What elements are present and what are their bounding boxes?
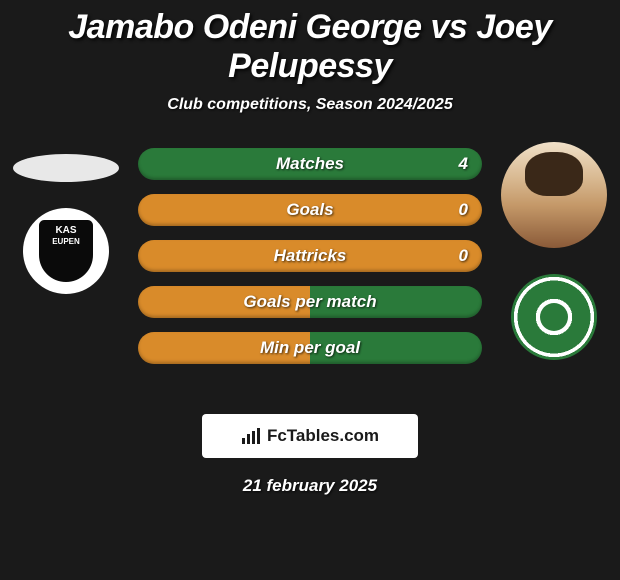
left-player-column [6,142,126,294]
bar-row: Hattricks 0 [138,240,482,272]
bar-row: Goals 0 [138,194,482,226]
comparison-bars: Matches 4 Goals 0 Hattricks 0 Goals per match M… [138,148,482,378]
watermark: FcTables.com [202,414,418,458]
bar-value-right: 0 [459,246,468,266]
player-photo-left [13,154,119,182]
bar-row: Matches 4 [138,148,482,180]
page-title: Jamabo Odeni George vs Joey Pelupessy [0,0,620,86]
subtitle: Club competitions, Season 2024/2025 [0,96,620,114]
bar-row: Min per goal [138,332,482,364]
main-area: Matches 4 Goals 0 Hattricks 0 Goals per match M… [0,142,620,402]
comparison-card: Jamabo Odeni George vs Joey Pelupessy Cl… [0,0,620,580]
bar-label: Hattricks [274,246,347,266]
club-badge-eupen [23,208,109,294]
bar-value-right: 4 [459,154,468,174]
chart-icon [241,428,261,444]
bar-label: Goals per match [243,292,376,312]
bar-label: Goals [286,200,333,220]
watermark-label: FcTables.com [267,426,379,446]
date-label: 21 february 2025 [0,476,620,496]
club-badge-lommel [511,274,597,360]
player-photo-right [501,142,607,248]
bar-row: Goals per match [138,286,482,318]
bar-label: Min per goal [260,338,360,358]
right-player-column [494,142,614,360]
bar-value-right: 0 [459,200,468,220]
bar-label: Matches [276,154,344,174]
shield-icon [39,220,93,282]
